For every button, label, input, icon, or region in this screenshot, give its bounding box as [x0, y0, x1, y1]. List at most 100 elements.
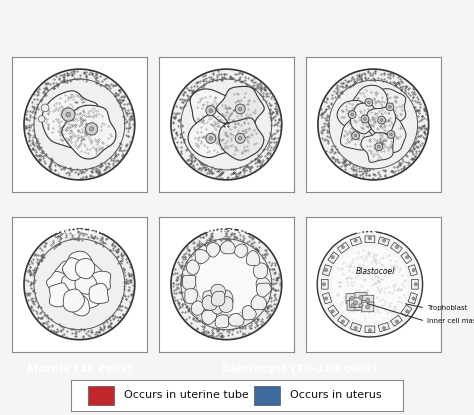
Circle shape [412, 269, 415, 272]
Circle shape [62, 108, 75, 121]
Circle shape [368, 329, 372, 332]
Circle shape [354, 239, 357, 242]
Polygon shape [182, 275, 196, 290]
Polygon shape [373, 89, 406, 124]
Polygon shape [256, 277, 270, 291]
Polygon shape [219, 118, 264, 160]
Polygon shape [42, 91, 99, 148]
FancyBboxPatch shape [362, 295, 374, 305]
Circle shape [354, 300, 358, 305]
Polygon shape [211, 299, 225, 314]
Polygon shape [219, 297, 233, 312]
Polygon shape [75, 273, 97, 294]
Polygon shape [243, 305, 256, 320]
Circle shape [331, 310, 334, 313]
Polygon shape [46, 271, 68, 293]
FancyBboxPatch shape [365, 236, 375, 242]
Polygon shape [67, 267, 90, 290]
Polygon shape [90, 271, 111, 290]
Circle shape [235, 133, 245, 143]
FancyBboxPatch shape [88, 386, 114, 405]
FancyBboxPatch shape [321, 279, 328, 289]
Polygon shape [62, 105, 116, 159]
Polygon shape [211, 284, 226, 298]
Circle shape [351, 303, 355, 308]
Polygon shape [246, 251, 260, 266]
Polygon shape [254, 263, 267, 278]
Circle shape [331, 256, 334, 259]
Polygon shape [75, 259, 95, 279]
Circle shape [206, 106, 216, 116]
Polygon shape [62, 272, 86, 296]
Circle shape [365, 98, 373, 106]
Polygon shape [81, 286, 101, 308]
FancyBboxPatch shape [408, 293, 417, 304]
Circle shape [85, 123, 98, 135]
Circle shape [389, 105, 391, 108]
Text: Morula (16 cells): Morula (16 cells) [27, 364, 132, 374]
Polygon shape [191, 301, 204, 315]
Polygon shape [203, 291, 218, 306]
Circle shape [332, 247, 408, 322]
Polygon shape [251, 295, 266, 310]
Circle shape [325, 297, 328, 300]
FancyBboxPatch shape [347, 300, 359, 310]
FancyBboxPatch shape [350, 237, 362, 246]
Circle shape [171, 69, 282, 180]
Circle shape [354, 134, 357, 137]
Polygon shape [63, 258, 85, 281]
Polygon shape [63, 289, 84, 312]
Circle shape [383, 239, 386, 242]
Polygon shape [218, 290, 233, 306]
Circle shape [171, 229, 282, 339]
Polygon shape [55, 261, 79, 283]
Text: Blastocoel: Blastocoel [356, 266, 395, 276]
Circle shape [386, 103, 394, 111]
Polygon shape [340, 119, 373, 150]
Circle shape [365, 305, 370, 309]
Polygon shape [202, 310, 217, 325]
Circle shape [406, 256, 409, 259]
Polygon shape [216, 86, 264, 130]
Circle shape [395, 246, 399, 249]
FancyBboxPatch shape [378, 322, 390, 332]
Circle shape [66, 112, 71, 117]
Circle shape [395, 320, 399, 323]
Polygon shape [49, 283, 73, 307]
Circle shape [378, 116, 385, 124]
Circle shape [387, 131, 395, 138]
Text: Trophoblast: Trophoblast [427, 305, 467, 311]
Polygon shape [234, 244, 248, 258]
Circle shape [24, 229, 135, 339]
Polygon shape [211, 291, 225, 306]
FancyBboxPatch shape [362, 302, 374, 312]
Polygon shape [185, 289, 197, 304]
Circle shape [361, 115, 369, 123]
Polygon shape [202, 295, 217, 310]
FancyBboxPatch shape [254, 386, 280, 405]
Text: Eight-cell: Eight-cell [344, 225, 402, 235]
Circle shape [341, 246, 345, 249]
Polygon shape [89, 283, 109, 303]
Text: Two-cell: Two-cell [54, 225, 105, 235]
Circle shape [354, 327, 357, 330]
Circle shape [383, 327, 386, 330]
Polygon shape [195, 249, 209, 264]
Circle shape [38, 116, 45, 122]
Circle shape [90, 127, 94, 131]
FancyBboxPatch shape [401, 252, 412, 264]
Polygon shape [376, 117, 406, 153]
Circle shape [24, 69, 135, 180]
FancyBboxPatch shape [350, 298, 362, 308]
Polygon shape [367, 107, 396, 134]
Polygon shape [186, 260, 199, 275]
FancyBboxPatch shape [337, 315, 349, 326]
Text: Occurs in uterine tube: Occurs in uterine tube [124, 390, 249, 400]
Circle shape [375, 143, 383, 151]
Polygon shape [351, 103, 380, 134]
Circle shape [367, 101, 370, 104]
Circle shape [235, 104, 245, 114]
Circle shape [359, 295, 363, 300]
Text: Blastocyst (70–100 cells): Blastocyst (70–100 cells) [222, 364, 377, 374]
FancyBboxPatch shape [401, 305, 412, 317]
